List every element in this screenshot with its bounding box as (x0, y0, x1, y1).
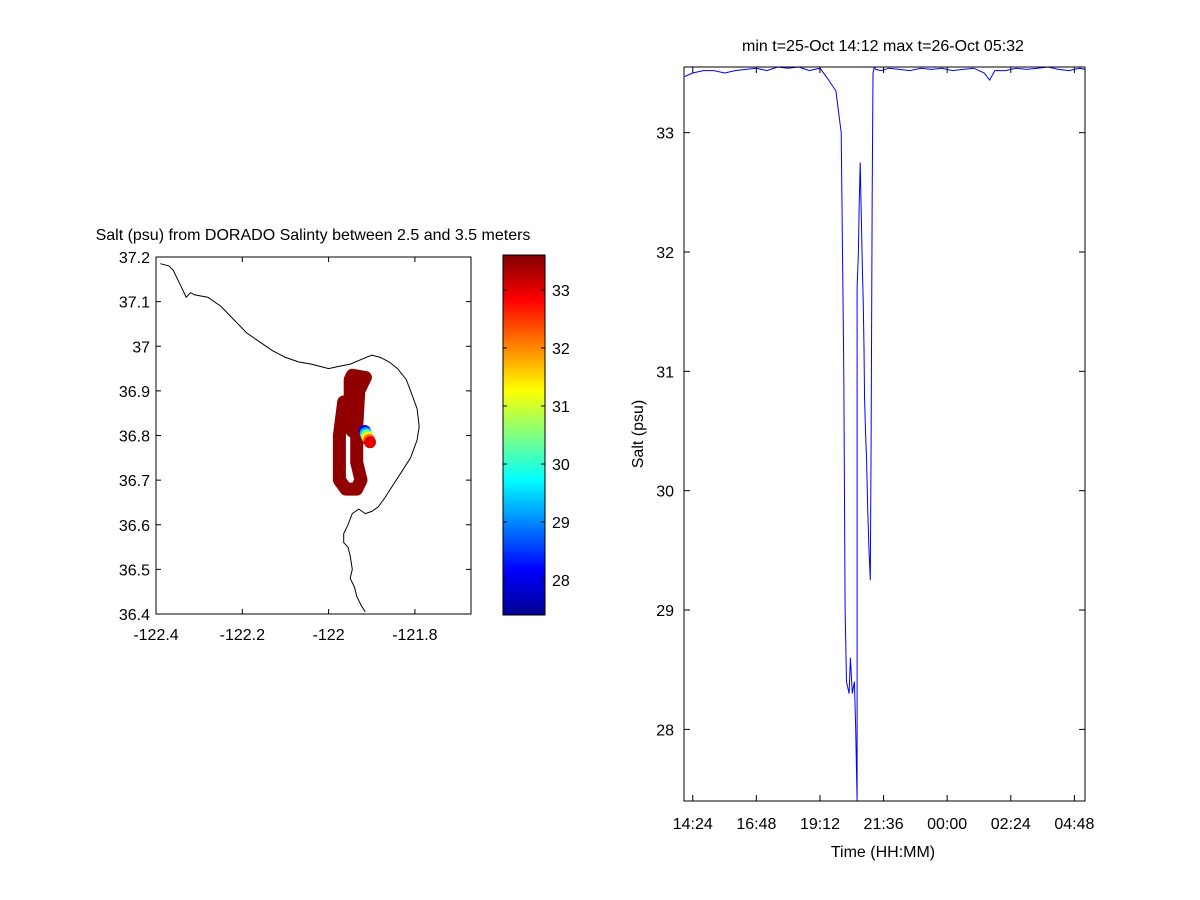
timeseries-panel: min t=25-Oct 14:12 max t=26-Oct 05:32 14… (630, 38, 1095, 861)
colorbar-axis: 28 29 30 31 32 33 (503, 283, 570, 590)
colorbar-tick-label-2: 30 (552, 457, 570, 474)
colorbar-tick-label-4: 32 (552, 341, 570, 358)
map-ytick-label-7: 37.1 (119, 295, 150, 312)
map-xtick-label-2: -122 (313, 627, 345, 644)
timeseries-axes-box (683, 66, 1086, 802)
map-axes-box (155, 256, 472, 615)
timeseries-title: min t=25-Oct 14:12 max t=26-Oct 05:32 (742, 38, 1024, 55)
map-xtick-label-3: -121.8 (392, 627, 437, 644)
ts-xtick-label-5: 02:24 (991, 816, 1031, 833)
ts-xtick-label-1: 16:48 (736, 816, 776, 833)
ts-ytick-label-0: 28 (656, 722, 674, 739)
timeseries-ylabel: Salt (psu) (630, 400, 647, 468)
ts-xtick-label-2: 19:12 (800, 816, 840, 833)
colorbar-tick-label-0: 28 (552, 573, 570, 590)
coastline (160, 263, 420, 613)
map-ytick-label-0: 36.4 (119, 607, 150, 624)
ts-xtick-label-0: 14:24 (673, 816, 713, 833)
timeseries-x-axis: 14:24 16:48 19:12 21:36 00:00 02:24 04:48 (673, 67, 1095, 833)
timeseries-y-axis: 28 29 30 31 32 33 (656, 126, 1085, 739)
map-ytick-label-8: 37.2 (119, 250, 150, 267)
ts-ytick-label-2: 30 (656, 484, 674, 501)
map-plot-area (160, 263, 420, 613)
map-ytick-label-1: 36.5 (119, 562, 150, 579)
map-panel: Salt (psu) from DORADO Salinty between 2… (96, 227, 531, 644)
ts-ytick-label-3: 31 (656, 364, 674, 381)
timeseries-plot-area (684, 67, 1085, 801)
colorbar-tick-label-5: 33 (552, 283, 570, 300)
map-ytick-label-4: 36.8 (119, 429, 150, 446)
ts-ytick-label-4: 32 (656, 245, 674, 262)
map-xtick-label-1: -122.2 (220, 627, 265, 644)
colorbar-tick-label-3: 31 (552, 399, 570, 416)
map-xtick-label-0: -122.4 (133, 627, 178, 644)
map-ytick-label-5: 36.9 (119, 384, 150, 401)
salinity-series-line-0 (684, 67, 1085, 801)
colorbar-gradient (502, 254, 546, 616)
track-point-2-5 (364, 436, 376, 449)
ts-xtick-label-6: 04:48 (1054, 816, 1094, 833)
map-x-axis: -122.4 -122.2 -122 -121.8 (133, 257, 438, 644)
ts-xtick-label-3: 21:36 (864, 816, 904, 833)
ts-ytick-label-1: 29 (656, 603, 674, 620)
map-ytick-label-2: 36.6 (119, 518, 150, 535)
map-coastline-layer (160, 263, 420, 613)
ts-ytick-label-5: 33 (656, 126, 674, 143)
map-track-layer (332, 368, 376, 496)
colorbar-tick-label-1: 29 (552, 515, 570, 532)
colorbar: 28 29 30 31 32 33 (502, 254, 570, 616)
map-ytick-label-3: 36.7 (119, 473, 150, 490)
map-y-axis: 36.4 36.5 36.6 36.7 36.8 36.9 37 37.1 37.2 (119, 250, 471, 624)
timeseries-xlabel: Time (HH:MM) (831, 844, 935, 861)
timeseries-series-layer (684, 67, 1085, 801)
track-segment-1 (332, 371, 372, 496)
ts-xtick-label-4: 00:00 (927, 816, 967, 833)
map-ytick-label-6: 37 (132, 339, 150, 356)
map-title: Salt (psu) from DORADO Salinty between 2… (96, 227, 531, 244)
